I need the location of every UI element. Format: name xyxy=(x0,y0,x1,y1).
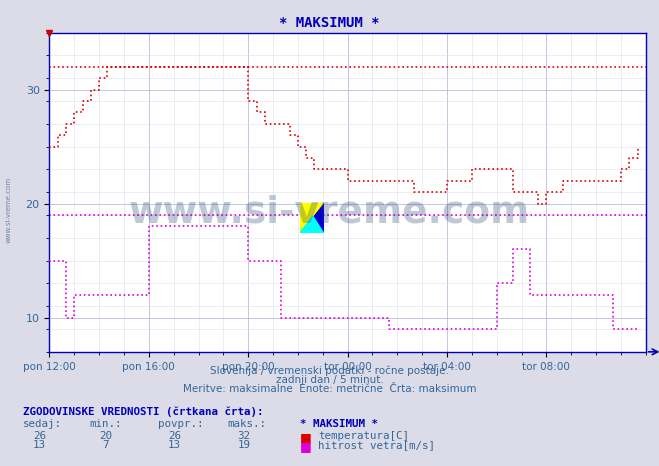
Text: 13: 13 xyxy=(168,440,181,450)
Polygon shape xyxy=(300,216,324,233)
Text: 26: 26 xyxy=(168,431,181,440)
Text: ■: ■ xyxy=(300,431,312,444)
Text: povpr.:: povpr.: xyxy=(158,419,204,429)
Text: Meritve: maksimalne  Enote: metrične  Črta: maksimum: Meritve: maksimalne Enote: metrične Črta… xyxy=(183,384,476,393)
Text: maks.:: maks.: xyxy=(227,419,266,429)
Text: * MAKSIMUM *: * MAKSIMUM * xyxy=(279,16,380,30)
Text: ■: ■ xyxy=(300,440,312,453)
Text: Slovenija / vremenski podatki - ročne postaje.: Slovenija / vremenski podatki - ročne po… xyxy=(210,366,449,377)
Polygon shape xyxy=(300,203,324,233)
Text: 20: 20 xyxy=(99,431,112,440)
Text: temperatura[C]: temperatura[C] xyxy=(318,431,409,440)
Text: 13: 13 xyxy=(33,440,46,450)
Text: 7: 7 xyxy=(102,440,109,450)
Text: 32: 32 xyxy=(237,431,250,440)
Text: www.si-vreme.com: www.si-vreme.com xyxy=(5,177,12,243)
Text: sedaj:: sedaj: xyxy=(23,419,62,429)
Text: www.si-vreme.com: www.si-vreme.com xyxy=(129,194,530,230)
Text: hitrost vetra[m/s]: hitrost vetra[m/s] xyxy=(318,440,436,450)
Polygon shape xyxy=(300,203,324,233)
Text: 26: 26 xyxy=(33,431,46,440)
Text: zadnji dan / 5 minut.: zadnji dan / 5 minut. xyxy=(275,375,384,384)
Text: 19: 19 xyxy=(237,440,250,450)
Text: * MAKSIMUM *: * MAKSIMUM * xyxy=(300,419,378,429)
Text: min.:: min.: xyxy=(89,419,121,429)
Text: ZGODOVINSKE VREDNOSTI (črtkana črta):: ZGODOVINSKE VREDNOSTI (črtkana črta): xyxy=(23,406,264,417)
